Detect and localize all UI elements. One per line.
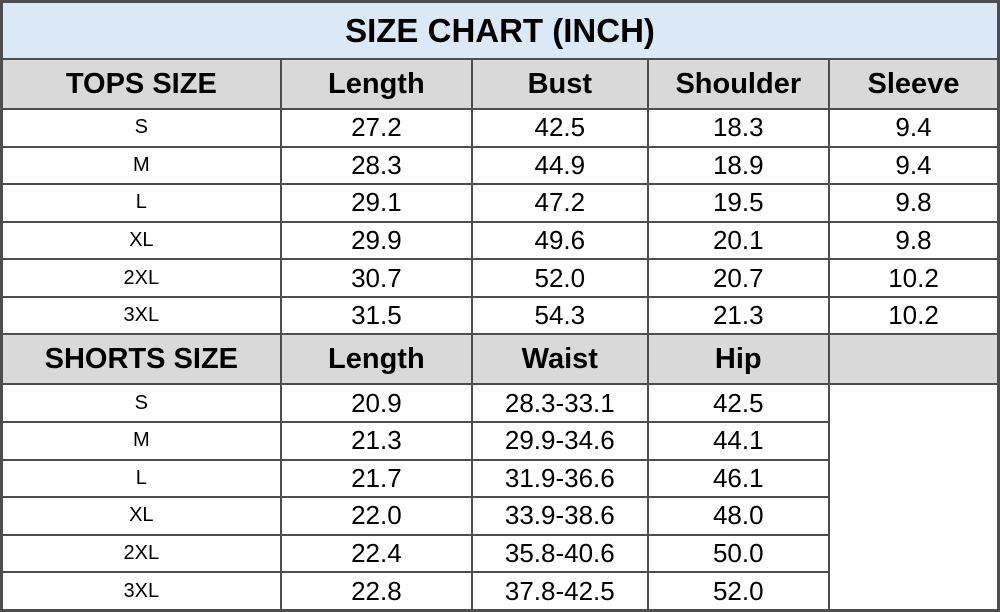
value-cell: 29.9 [279,220,474,261]
table-row: 3XL 22.8 37.8-42.5 52.0 [0,571,999,612]
value-cell: 9.4 [828,145,1000,186]
table-row: M 28.3 44.9 18.9 9.4 [0,145,1000,186]
header-shorts-size: SHORTS SIZE [0,333,282,386]
value-cell: 30.7 [279,258,474,298]
table-row: XL 29.9 49.6 20.1 9.8 [0,220,1000,261]
value-cell: 18.3 [646,108,831,148]
table-row: 2XL 22.4 35.8-40.6 50.0 [0,533,999,574]
value-cell: 22.4 [279,533,474,574]
value-cell: 31.9-36.6 [471,458,649,499]
header-shorts-length: Length [279,333,474,386]
table-row: L 29.1 47.2 19.5 9.8 [0,183,1000,223]
value-cell: 35.8-40.6 [471,533,649,574]
size-label: XL [0,220,282,261]
value-cell: 52.0 [471,258,649,298]
header-shorts-waist: Waist [471,333,649,386]
value-cell: 48.0 [646,496,831,536]
table-row: M 21.3 29.9-34.6 44.1 [0,420,999,461]
header-shorts-empty [828,333,1000,386]
table-row: S 20.9 28.3-33.1 42.5 [0,383,1000,612]
size-label: 3XL [0,295,282,336]
value-cell: 29.1 [279,183,474,223]
value-cell: 10.2 [828,258,1000,298]
value-cell: 52.0 [646,571,831,612]
size-label: XL [0,496,282,536]
value-cell: 20.9 [279,383,474,423]
value-cell: 21.3 [279,420,474,461]
header-tops-bust: Bust [471,58,649,110]
value-cell: 46.1 [646,458,831,499]
value-cell: 20.1 [646,220,831,261]
value-cell: 44.9 [471,145,649,186]
value-cell: 33.9-38.6 [471,496,649,536]
table-row: 2XL 30.7 52.0 20.7 10.2 [0,258,1000,298]
header-tops-length: Length [279,58,474,110]
size-label: 2XL [0,533,282,574]
value-cell: 18.9 [646,145,831,186]
value-cell: 49.6 [471,220,649,261]
header-tops-size: TOPS SIZE [0,58,282,110]
header-tops-sleeve: Sleeve [828,58,1000,110]
value-cell: 29.9-34.6 [471,420,649,461]
size-label: M [0,420,282,461]
value-cell: 10.2 [828,295,1000,336]
table-row: 3XL 31.5 54.3 21.3 10.2 [0,295,1000,336]
value-cell: 50.0 [646,533,831,574]
value-cell: 42.5 [646,383,831,423]
value-cell: 31.5 [279,295,474,336]
empty-merged-cell [828,383,1000,612]
value-cell: 20.7 [646,258,831,298]
value-cell: 27.2 [279,108,474,148]
value-cell: 21.3 [646,295,831,336]
value-cell: 42.5 [471,108,649,148]
value-cell: 9.4 [828,108,1000,148]
value-cell: 44.1 [646,420,831,461]
value-cell: 21.7 [279,458,474,499]
value-cell: 9.8 [828,220,1000,261]
size-chart-title: SIZE CHART (INCH) [0,0,1000,60]
table-row: L 21.7 31.9-36.6 46.1 [0,458,999,499]
header-shorts-hip: Hip [646,333,831,386]
table-row: S 27.2 42.5 18.3 9.4 [0,108,1000,148]
value-cell: 37.8-42.5 [471,571,649,612]
size-label: L [0,458,282,499]
value-cell: 9.8 [828,183,1000,223]
table-row: XL 22.0 33.9-38.6 48.0 [0,496,999,536]
size-label: S [0,108,282,148]
value-cell: 47.2 [471,183,649,223]
value-cell: 28.3 [279,145,474,186]
size-label: L [0,183,282,223]
shorts-header-row: SHORTS SIZE Length Waist Hip [0,333,1000,386]
tops-header-row: TOPS SIZE Length Bust Shoulder Sleeve [0,58,1000,110]
value-cell: 22.0 [279,496,474,536]
header-tops-shoulder: Shoulder [646,58,831,110]
value-cell: 22.8 [279,571,474,612]
title-row: SIZE CHART (INCH) [0,0,1000,60]
value-cell: 19.5 [646,183,831,223]
size-label: 2XL [0,258,282,298]
value-cell: 28.3-33.1 [471,383,649,423]
size-label: 3XL [0,571,282,612]
size-label: S [0,383,282,423]
size-label: M [0,145,282,186]
value-cell: 54.3 [471,295,649,336]
